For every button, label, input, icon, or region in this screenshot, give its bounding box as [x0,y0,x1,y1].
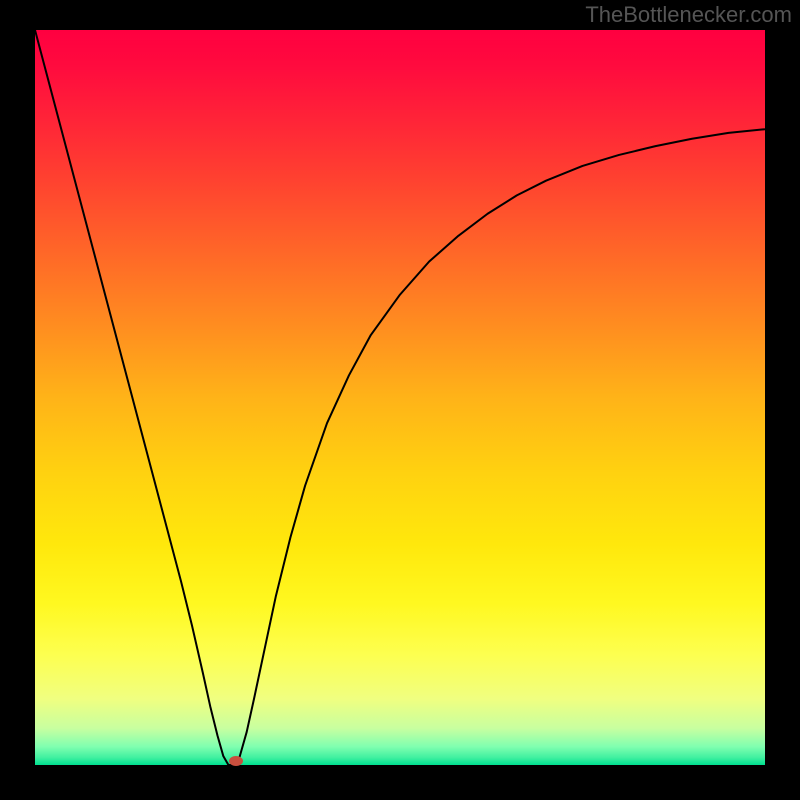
chart-container: TheBottlenecker.com [0,0,800,800]
curve-layer [35,30,765,765]
optimum-marker [229,756,243,766]
plot-area [35,30,765,765]
bottleneck-curve [35,30,765,765]
watermark-text: TheBottlenecker.com [585,2,792,28]
